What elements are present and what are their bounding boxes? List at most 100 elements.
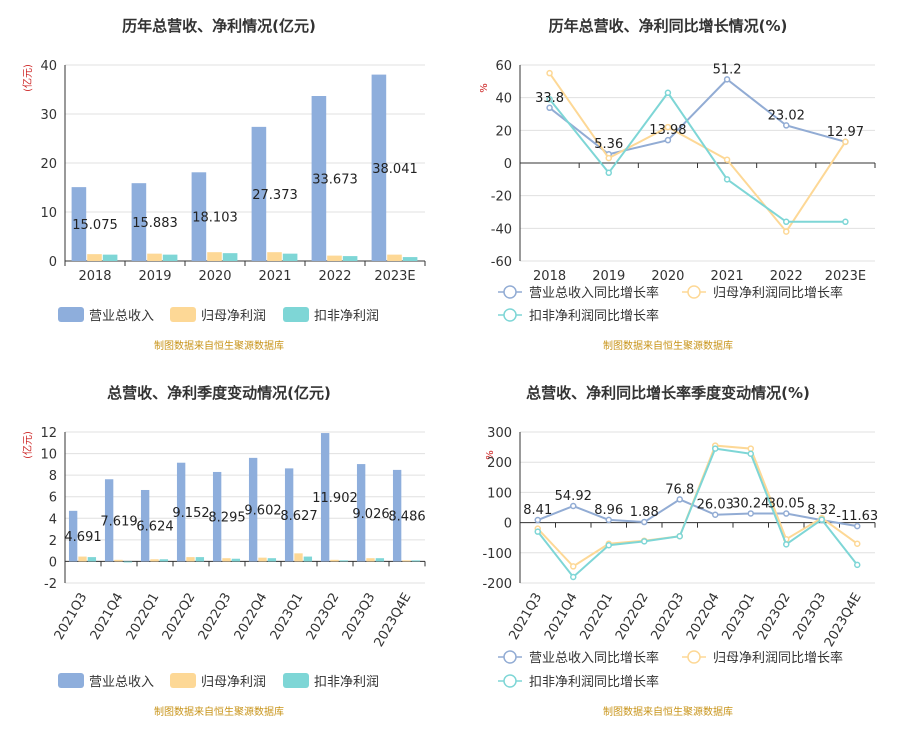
series-point <box>664 136 672 144</box>
x-tick-label: 2023Q3 <box>790 591 829 643</box>
data-label: 33.673 <box>312 173 358 188</box>
legend-item: 营业总收入 <box>58 673 154 690</box>
series-point <box>570 563 577 570</box>
series-point <box>854 522 861 530</box>
x-tick-label: 2023Q4E <box>372 591 415 650</box>
y-tick-label: 20 <box>40 157 57 172</box>
legend-swatch <box>283 307 309 322</box>
bar-net-profit <box>402 560 411 562</box>
series-line-deducted-profit <box>548 91 846 223</box>
bar-net-profit <box>78 556 87 562</box>
bar-revenue <box>140 489 150 562</box>
data-label: 51.2 <box>713 62 742 77</box>
series-point <box>712 511 719 518</box>
bar-deducted-profit <box>87 557 97 562</box>
legend-swatch <box>170 673 196 688</box>
series-point <box>605 169 612 177</box>
x-tick-label: 2021 <box>258 269 291 284</box>
legend-label: 归母净利润 <box>201 675 266 690</box>
bar-net-profit <box>267 252 282 261</box>
data-label: 8.486 <box>388 510 425 525</box>
series-point <box>605 516 612 524</box>
x-tick-label: 2023E <box>374 269 415 284</box>
data-label: 7.619 <box>100 514 137 529</box>
data-label: 8.41 <box>523 503 552 518</box>
series-line-deducted-profit <box>536 447 859 579</box>
bar-net-profit <box>330 559 339 562</box>
source-note: 制图数据来自恒生聚源数据库 <box>603 705 733 718</box>
x-tick-label: 2022 <box>318 269 351 284</box>
bar-net-profit <box>327 255 342 261</box>
series-point <box>854 540 861 547</box>
series-point <box>570 573 577 581</box>
y-axis-unit: (亿元) <box>21 64 34 92</box>
data-label: 30.24 <box>732 496 769 511</box>
legend-label: 扣非净利润 <box>314 675 379 690</box>
x-tick-label: 2021 <box>711 269 744 284</box>
series-point <box>747 510 754 517</box>
data-label: 9.152 <box>172 506 209 521</box>
bar-revenue <box>104 479 114 562</box>
y-tick-label: 300 <box>487 426 512 441</box>
y-tick-label: 12 <box>40 426 57 441</box>
bar-net-profit <box>186 557 195 562</box>
data-label: 54.92 <box>555 489 592 504</box>
data-label: 26.03 <box>697 498 734 513</box>
data-label: 23.02 <box>768 108 805 123</box>
bar-revenue <box>392 469 402 562</box>
y-tick-label: 8 <box>49 469 57 484</box>
y-tick-label: -20 <box>491 190 512 205</box>
series-point <box>783 122 790 129</box>
x-tick-label: 2022Q3 <box>648 591 687 643</box>
bar-revenue <box>311 96 327 262</box>
legend-item: 扣非净利润 <box>283 673 379 690</box>
series-point <box>723 176 731 183</box>
data-label: 76.8 <box>665 482 694 497</box>
y-tick-label: 0 <box>49 255 57 270</box>
series-point <box>723 156 731 163</box>
legend-label: 营业总收入同比增长率 <box>529 650 659 666</box>
series-point <box>605 542 612 549</box>
y-tick-label: 0 <box>49 555 57 570</box>
series-point <box>783 218 790 226</box>
series-point <box>712 445 719 452</box>
x-tick-label: 2020 <box>651 269 684 284</box>
y-axis-unit: % <box>479 83 490 93</box>
chart-annual_growth: 历年总营收、净利同比增长情况(%)% -60 -40 -20 0 20 40 60 2018 20… <box>479 17 876 352</box>
bar-revenue <box>176 462 186 562</box>
data-label: 5.36 <box>594 137 623 152</box>
y-tick-label: 0 <box>504 517 512 532</box>
data-label: -11.63 <box>836 509 878 524</box>
bar-revenue <box>251 126 267 261</box>
legend-item: 归母净利润同比增长率 <box>682 650 843 666</box>
x-tick-label: 2021Q4 <box>542 591 581 643</box>
bar-deducted-profit <box>195 557 205 562</box>
x-tick-label: 2019 <box>138 269 171 284</box>
bar-net-profit <box>87 254 102 261</box>
bar-net-profit <box>114 559 123 562</box>
y-tick-label: 40 <box>495 92 512 107</box>
chart-title: 总营收、净利同比增长率季度变动情况(%) <box>526 384 810 402</box>
y-tick-label: 200 <box>487 456 512 471</box>
bar-revenue <box>248 457 258 562</box>
x-tick-label: 2019 <box>592 269 625 284</box>
series-point <box>783 228 790 235</box>
x-tick-label: 2022Q3 <box>196 591 235 643</box>
bar-deducted-profit <box>267 558 277 562</box>
bar-revenue <box>131 183 147 261</box>
bar-revenue <box>68 510 78 562</box>
legend-label: 归母净利润 <box>201 309 266 324</box>
x-tick-label: 2018 <box>533 269 566 284</box>
bar-deducted-profit <box>342 256 358 261</box>
legend-label: 扣非净利润 <box>314 309 379 324</box>
bar-net-profit <box>387 254 402 261</box>
series-line-revenue <box>537 498 858 528</box>
source-note: 制图数据来自恒生聚源数据库 <box>603 339 733 352</box>
legend-item: 营业总收入同比增长率 <box>498 285 659 301</box>
series-point <box>546 104 553 112</box>
data-label: 30.05 <box>768 497 805 512</box>
data-label: 11.902 <box>312 491 358 506</box>
bar-deducted-profit <box>402 257 418 261</box>
legend-label: 营业总收入 <box>89 309 154 324</box>
x-tick-label: 2021Q3 <box>52 591 91 643</box>
